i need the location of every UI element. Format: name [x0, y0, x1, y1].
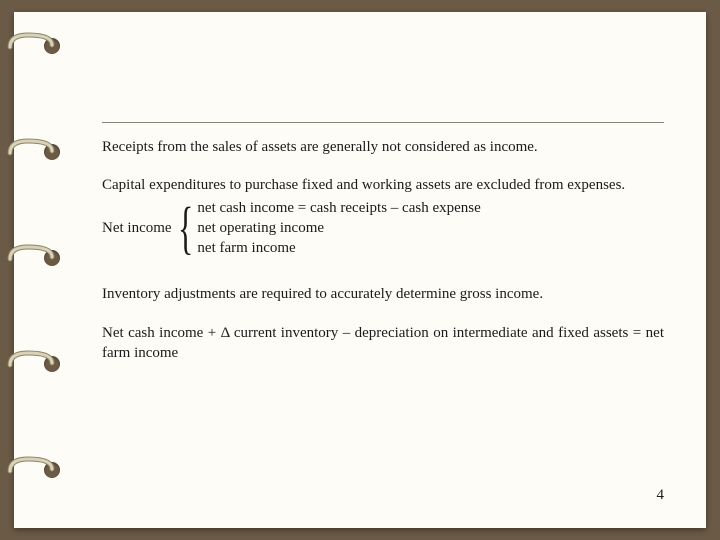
net-income-brace-block: Net income { net cash income = cash rece… — [102, 198, 664, 259]
binder-hole — [44, 250, 60, 266]
binder-hole — [44, 356, 60, 372]
paragraph: Receipts from the sales of assets are ge… — [102, 137, 664, 157]
binder-ring — [6, 352, 64, 378]
ring-icon — [6, 138, 64, 168]
brace-line: net farm income — [197, 238, 480, 258]
horizontal-rule — [102, 122, 664, 123]
notebook-page: Receipts from the sales of assets are ge… — [14, 12, 706, 528]
ring-icon — [6, 350, 64, 380]
binder-hole — [44, 462, 60, 478]
paragraph: Capital expenditures to purchase fixed a… — [102, 175, 664, 195]
brace-lines: net cash income = cash receipts – cash e… — [197, 198, 480, 259]
binder-rings — [14, 12, 70, 528]
paragraph: Inventory adjustments are required to ac… — [102, 284, 664, 304]
brace-line: net operating income — [197, 218, 480, 238]
ring-icon — [6, 32, 64, 62]
brace-label: Net income — [102, 218, 172, 238]
ring-icon — [6, 244, 64, 274]
paragraph: Net cash income + Δ current inventory – … — [102, 323, 664, 364]
page-number: 4 — [657, 487, 665, 504]
curly-brace-icon: { — [178, 205, 193, 251]
binder-ring — [6, 458, 64, 484]
binder-ring — [6, 246, 64, 272]
brace-line: net cash income = cash receipts – cash e… — [197, 198, 480, 218]
binder-ring — [6, 140, 64, 166]
ring-icon — [6, 456, 64, 486]
binder-hole — [44, 38, 60, 54]
content-area: Receipts from the sales of assets are ge… — [102, 122, 664, 381]
binder-ring — [6, 34, 64, 60]
binder-hole — [44, 144, 60, 160]
